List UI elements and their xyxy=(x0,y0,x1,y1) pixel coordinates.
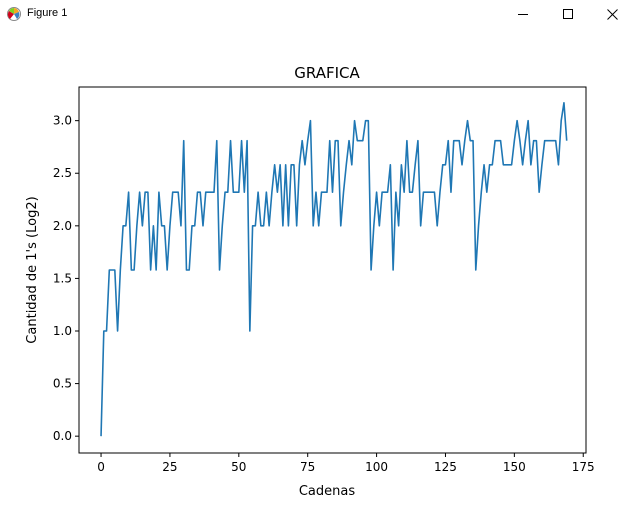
x-tick-label: 25 xyxy=(162,460,177,474)
x-tick-label: 50 xyxy=(231,460,246,474)
y-tick-label: 2.5 xyxy=(53,166,72,180)
y-axis-label: Cantidad de 1's (Log2) xyxy=(25,196,40,343)
line-chart: GRAFICA 0 25 50 75 100 125 150 175 0.0 0.5 1.0 1.5 2… xyxy=(25,64,595,499)
x-axis-label: Cadenas xyxy=(299,484,355,499)
y-tick-label: 0.5 xyxy=(53,377,72,391)
minimize-icon xyxy=(517,14,528,15)
window-title: Figure 1 xyxy=(27,7,68,19)
x-tick-label: 0 xyxy=(97,460,105,474)
y-tick-label: 1.5 xyxy=(53,271,72,285)
close-button[interactable] xyxy=(590,0,635,28)
y-tick-label: 3.0 xyxy=(53,114,72,128)
matplotlib-figure-icon xyxy=(7,7,21,21)
chart-title: GRAFICA xyxy=(294,64,360,82)
x-tick-label: 75 xyxy=(300,460,315,474)
series-line xyxy=(100,101,568,437)
y-tick-label: 1.0 xyxy=(53,324,72,338)
minimize-button[interactable] xyxy=(500,0,545,28)
y-tick-label: 2.0 xyxy=(53,219,72,233)
y-tick-label: 0.0 xyxy=(53,429,72,443)
close-icon xyxy=(607,8,618,20)
maximize-button[interactable] xyxy=(545,0,590,28)
figure-canvas: GRAFICA 0 25 50 75 100 125 150 175 0.0 0.5 1.0 1.5 2… xyxy=(0,28,635,508)
window-titlebar: Figure 1 xyxy=(0,0,635,28)
x-tick-label: 150 xyxy=(503,460,526,474)
maximize-icon xyxy=(562,9,573,19)
x-tick-label: 175 xyxy=(572,460,595,474)
axes-frame xyxy=(78,86,587,454)
x-tick-label: 100 xyxy=(365,460,388,474)
x-tick-label: 125 xyxy=(434,460,457,474)
